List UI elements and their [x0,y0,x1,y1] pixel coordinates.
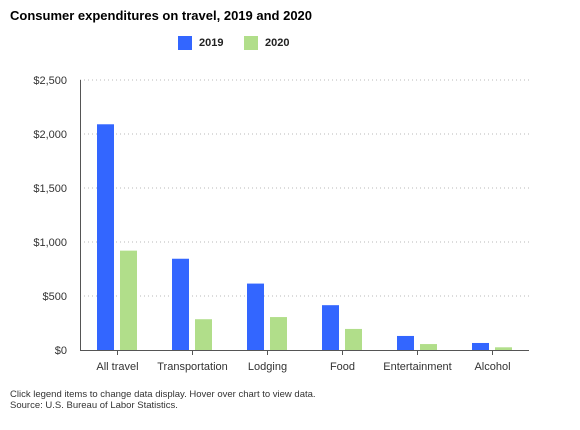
chart-title: Consumer expenditures on travel, 2019 an… [10,8,313,23]
bar-2019-lodging[interactable] [247,283,264,350]
bar-2019-transportation[interactable] [172,258,189,350]
y-tick-label: $0 [55,345,67,357]
legend-item-2019[interactable]: 2019 [178,36,223,50]
x-tick-label: Lodging [248,361,287,373]
bar-2020-all-travel[interactable] [120,250,137,350]
y-tick-label: $500 [43,291,67,303]
x-tick-label: Transportation [157,361,228,373]
y-tick-label: $2,500 [33,75,67,87]
bar-2020-alcohol[interactable] [495,347,512,350]
y-tick-label: $1,500 [33,183,67,195]
x-tick-label: All travel [96,361,138,373]
bar-2020-entertainment[interactable] [420,344,437,350]
bar-2019-entertainment[interactable] [397,335,414,350]
x-tick-label: Alcohol [474,361,510,373]
bar-2019-alcohol[interactable] [472,342,489,350]
chart-footer: Click legend items to change data displa… [10,389,316,411]
x-tick-label: Entertainment [383,361,451,373]
legend-swatch-2019 [178,36,192,50]
y-tick-label: $2,000 [33,129,67,141]
legend-item-2020[interactable]: 2020 [244,36,289,50]
bar-2020-food[interactable] [345,328,362,350]
y-tick-label: $1,000 [33,237,67,249]
legend-label-2019: 2019 [199,37,224,49]
bar-2020-lodging[interactable] [270,317,287,350]
footer-source: Source: U.S. Bureau of Labor Statistics. [10,400,178,411]
legend-swatch-2020 [244,36,258,50]
legend: 2019 2020 [0,36,580,52]
bar-2019-all-travel[interactable] [97,124,114,350]
footer-note: Click legend items to change data displa… [10,389,316,400]
bar-2019-food[interactable] [322,305,339,350]
legend-label-2020: 2020 [265,37,290,49]
x-tick-label: Food [330,361,355,373]
bar-2020-transportation[interactable] [195,319,212,350]
